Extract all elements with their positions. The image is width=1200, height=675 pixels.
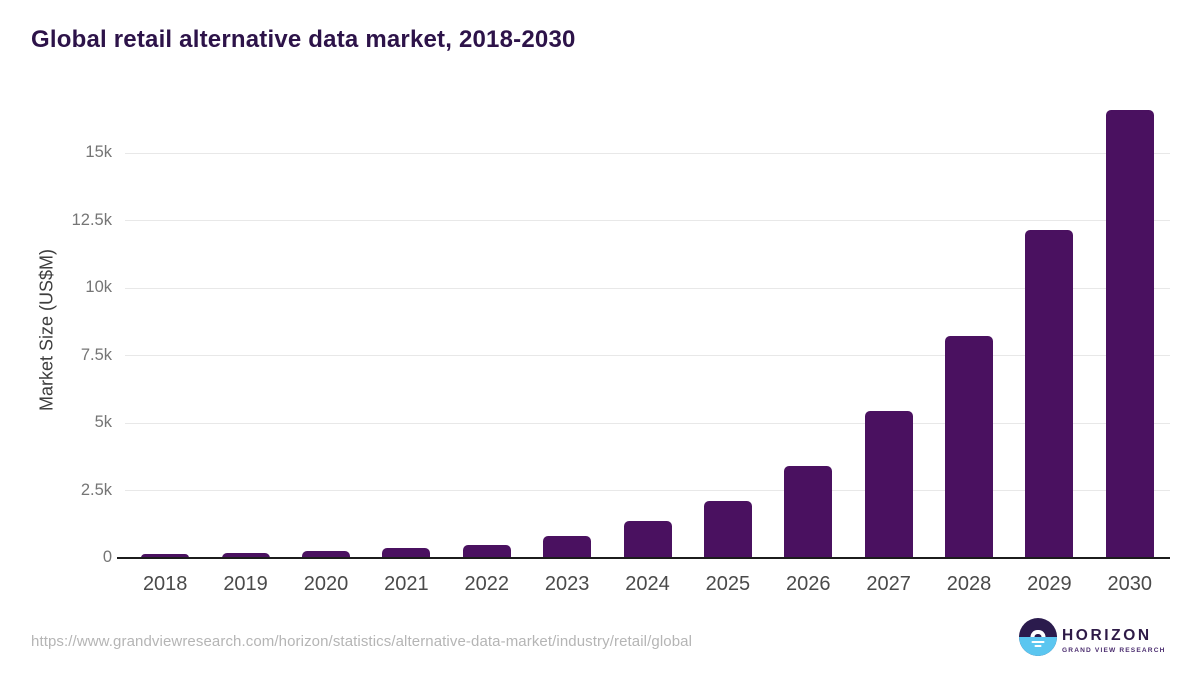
gridline-7.5k [125,355,1170,356]
bar-2022[interactable] [462,545,511,558]
bar-2027[interactable] [864,411,913,558]
gridline-10k [125,287,1170,289]
bar-2030[interactable] [1105,110,1154,558]
gridline-15k [125,152,1170,154]
bar-2028[interactable] [945,336,994,558]
x-tick-label-2028: 2028 [946,573,992,595]
x-tick-label-2026: 2026 [786,573,831,595]
bar-2020[interactable] [301,551,350,558]
bar-2025[interactable] [703,501,752,558]
x-tick-label-2024: 2024 [625,573,670,595]
bar-2023[interactable] [543,536,592,558]
logo-brand-subtitle: GRAND VIEW RESEARCH [1062,647,1166,654]
bar-2029[interactable] [1025,230,1074,558]
bar-2018[interactable] [141,554,190,558]
gridline-12.5k [125,220,1170,221]
gridline-5k [125,422,1170,424]
gridline-2.5k [125,490,1170,491]
x-tick-label-2019: 2019 [223,573,268,595]
x-tick-label-2022: 2022 [464,573,509,595]
horizon-logo-icon [1019,618,1057,656]
y-tick-label: 10k [85,278,112,296]
logo-reflection-line [1034,645,1042,647]
logo-brand-name: HORIZON [1062,627,1152,644]
y-tick-label: 5k [94,413,112,431]
page-title: Global retail alternative data market, 2… [31,26,576,53]
x-tick-label-2025: 2025 [705,573,751,595]
source-url: https://www.grandviewresearch.com/horizo… [31,633,693,650]
logo-text-block: HORIZON GRAND VIEW RESEARCH [1062,627,1166,654]
y-tick-label: 0 [102,548,112,566]
y-tick-label: 2.5k [80,480,112,499]
logo-reflection-line [1031,640,1045,643]
bar-2024[interactable] [623,521,672,558]
bar-2021[interactable] [382,548,431,558]
y-tick-label: 7.5k [80,345,112,364]
y-tick-label: 15k [85,143,112,161]
bar-2026[interactable] [784,466,833,558]
y-tick-label: 12.5k [71,210,112,229]
x-tick-label-2029: 2029 [1027,573,1072,595]
x-tick-label-2018: 2018 [142,573,188,595]
x-tick-label-2030: 2030 [1107,573,1153,595]
horizon-logo: HORIZON GRAND VIEW RESEARCH [1019,618,1169,658]
x-tick-label-2027: 2027 [866,573,911,595]
x-tick-label-2021: 2021 [384,573,429,595]
y-axis-title: Market Size (US$M) [36,248,57,412]
x-tick-label-2023: 2023 [544,573,590,595]
x-tick-label-2020: 2020 [303,573,349,595]
bar-2019[interactable] [221,553,270,558]
logo-sun-icon [1030,629,1046,637]
x-axis-line [117,557,1170,559]
